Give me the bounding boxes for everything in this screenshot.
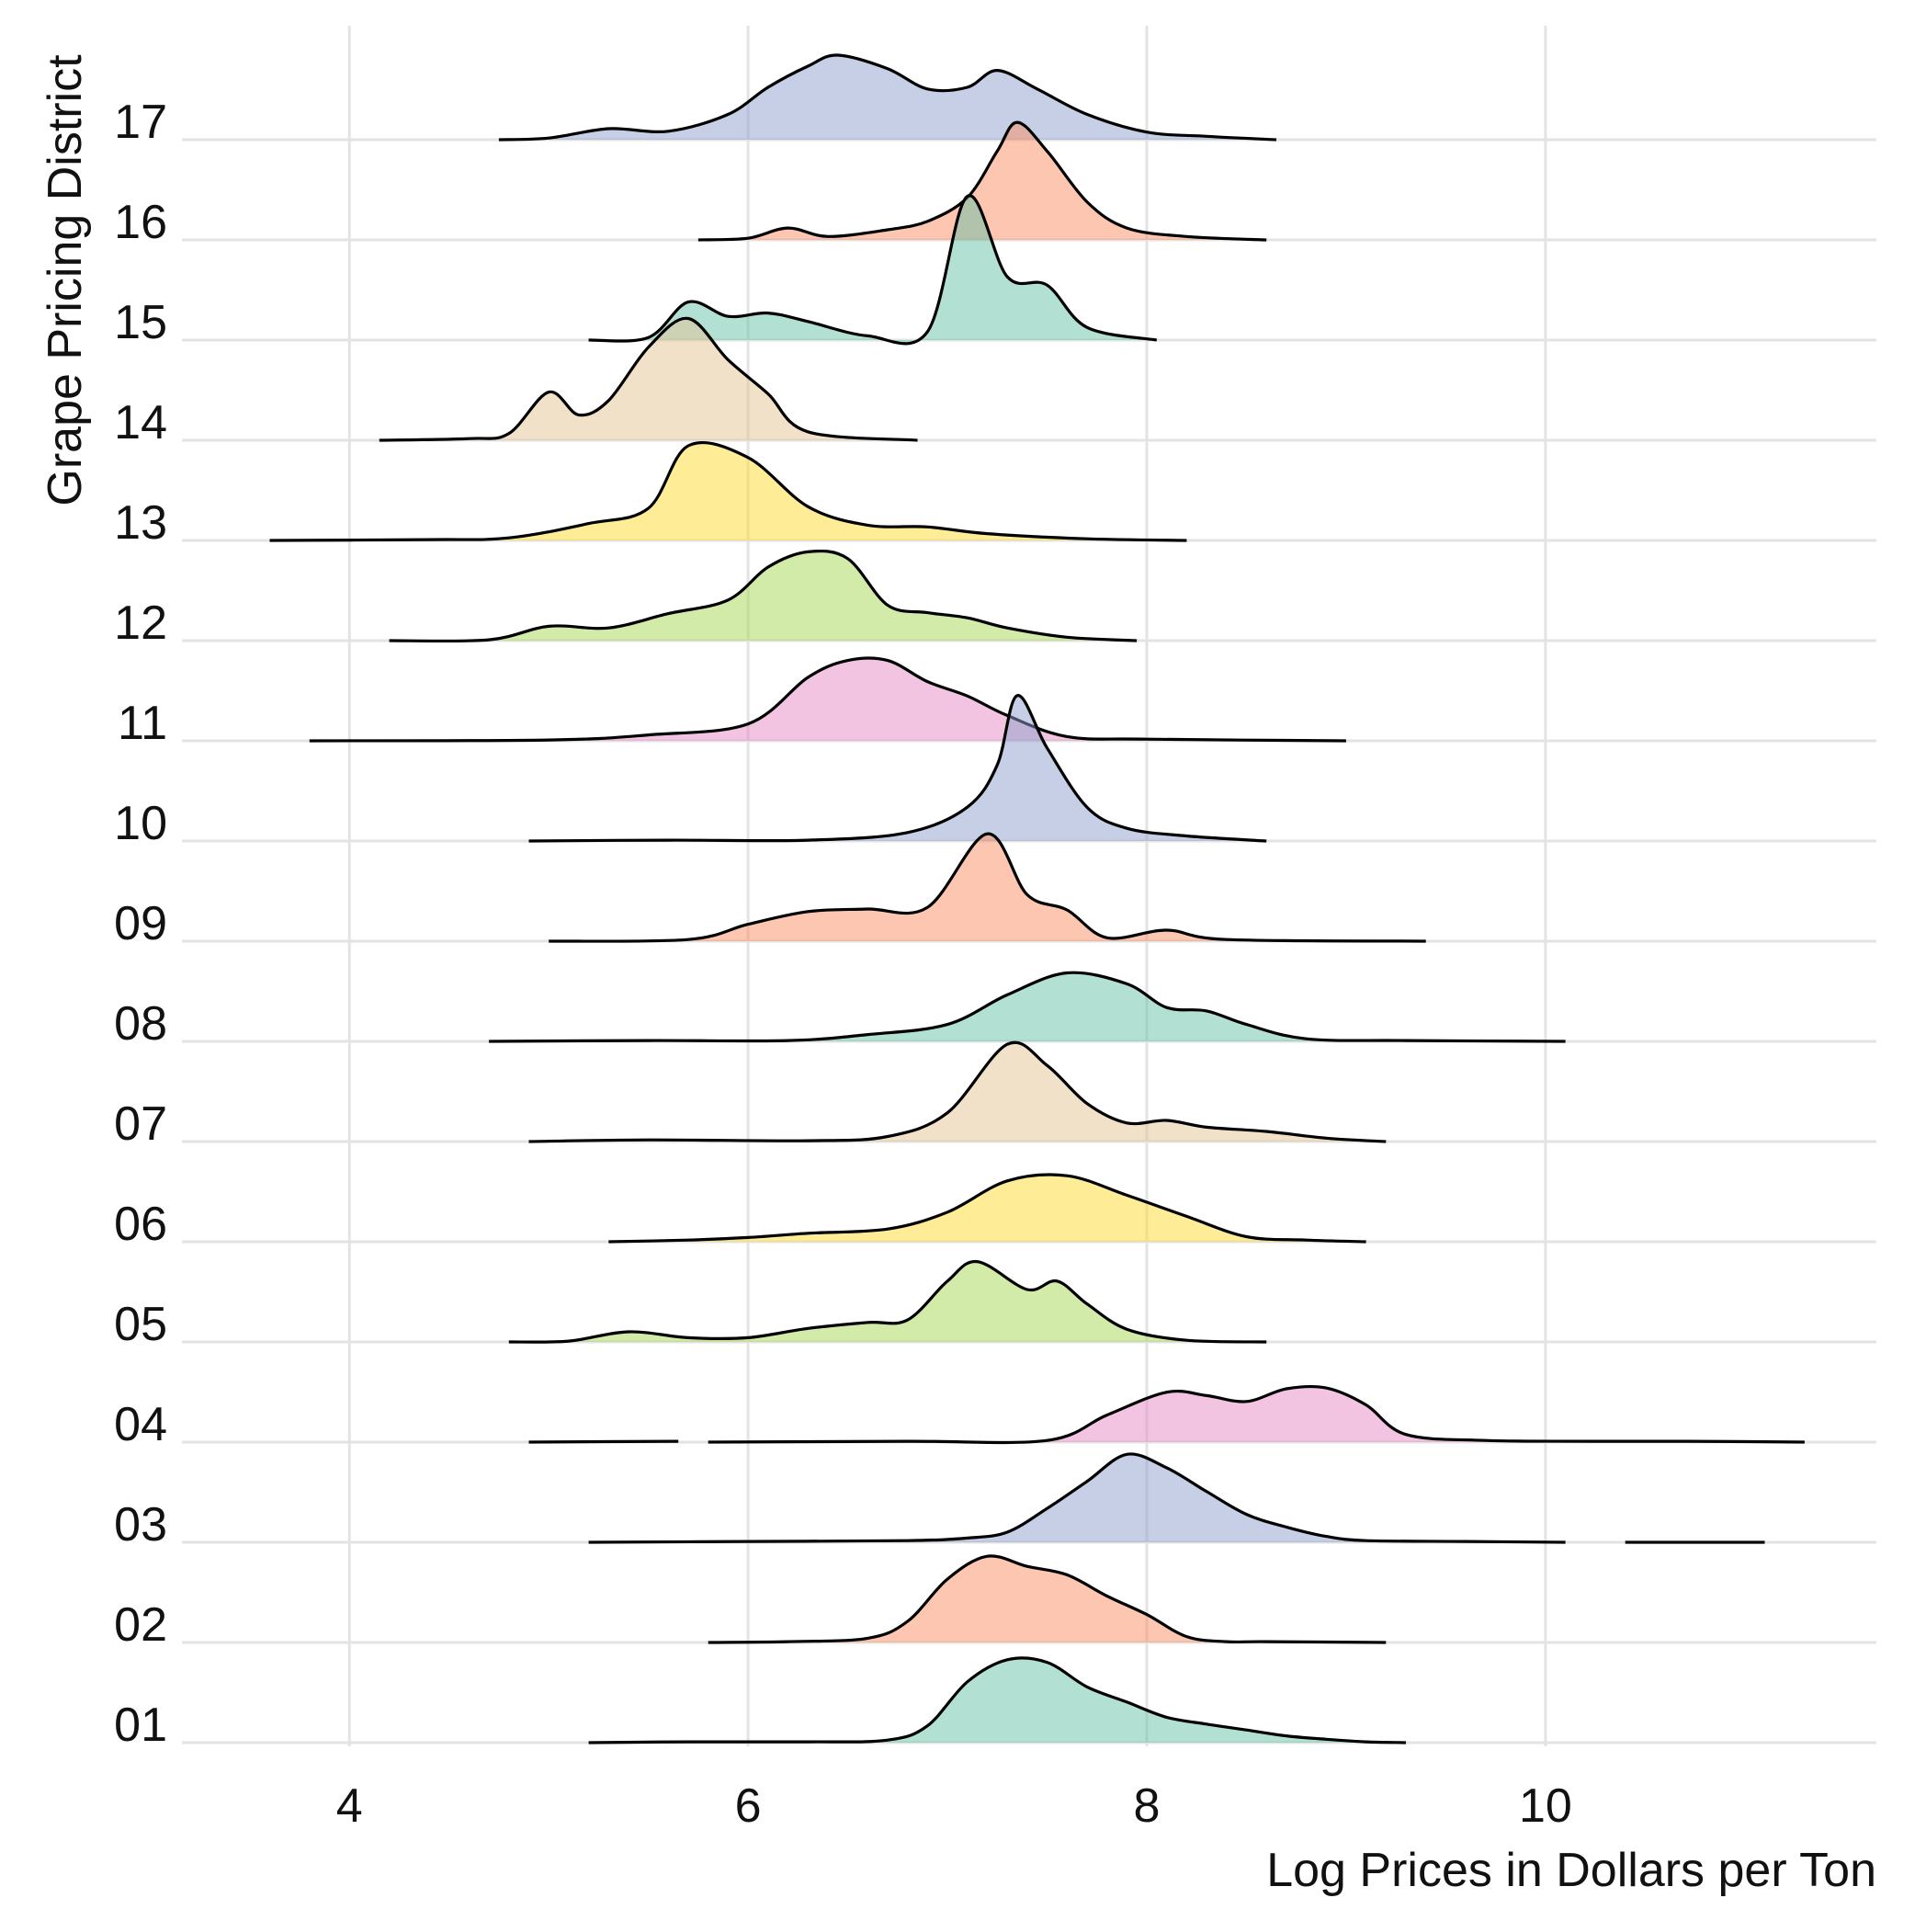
ridge-area (708, 1555, 1387, 1642)
ridge-series-17 (498, 53, 1277, 142)
ridge-line (379, 316, 918, 442)
ridge-area (549, 834, 1426, 942)
ridge-area (309, 658, 1346, 741)
ridge-area (498, 54, 1276, 141)
y-tick-label: 08 (114, 997, 167, 1051)
ridge-area (528, 1042, 1387, 1142)
ridge-line (708, 1554, 1387, 1644)
ridge-area (708, 1386, 1805, 1443)
y-tick-label: 01 (114, 1699, 167, 1752)
ridge-area (389, 551, 1138, 642)
y-tick-label: 03 (114, 1498, 167, 1551)
ridge-series-14 (379, 316, 918, 442)
ridge-series-11 (309, 656, 1346, 743)
ridge-line (528, 694, 1267, 843)
y-tick-label: 14 (114, 396, 167, 449)
y-tick-label: 15 (114, 296, 167, 349)
x-axis-title: Log Prices in Dollars per Ton (1266, 1844, 1876, 1897)
x-tick-label: 8 (1134, 1779, 1161, 1833)
y-tick-label: 13 (114, 496, 167, 550)
ridge-line (508, 1259, 1267, 1344)
ridge-series-10 (528, 694, 1267, 843)
y-tick-label: 02 (114, 1598, 167, 1652)
y-tick-label: 11 (118, 697, 167, 750)
ridge-area (489, 972, 1566, 1041)
ridge-series-07 (528, 1040, 1387, 1143)
ridge-line (498, 53, 1277, 142)
ridge-area (508, 1261, 1267, 1343)
ridge-series-15 (588, 194, 1158, 346)
x-tick-label: 4 (336, 1779, 363, 1833)
ridge-area (269, 442, 1187, 540)
ridge-line (588, 194, 1158, 346)
ridge-area (608, 1175, 1366, 1242)
ridge-area (588, 1657, 1406, 1743)
ridge-area (379, 318, 918, 440)
y-tick-label: 04 (114, 1398, 167, 1451)
ridge-line (608, 1173, 1366, 1244)
ridge-area (528, 695, 1267, 841)
ridge-line (269, 441, 1187, 542)
ridge-line (528, 1439, 679, 1444)
ridge-series-13 (269, 441, 1187, 542)
y-tick-label: 05 (114, 1298, 167, 1351)
label-layer: 4 6 8 10 01 02 03 04 05 06 07 08 09 10 11 12 13 14 15 16 17 (114, 96, 1572, 1833)
x-tick-label: 10 (1519, 1779, 1572, 1833)
y-tick-label: 16 (114, 196, 167, 249)
ridge-line (528, 1040, 1387, 1143)
ridge-series-09 (549, 832, 1426, 943)
ridge-series-02 (708, 1554, 1387, 1644)
ridge-line (489, 971, 1566, 1043)
ridge-series-01 (588, 1656, 1407, 1744)
ridge-series-12 (389, 549, 1138, 643)
ridge-line (708, 1384, 1805, 1445)
ridge-area (588, 195, 1157, 344)
ridge-series-06 (608, 1173, 1366, 1244)
y-tick-label: 09 (114, 897, 167, 950)
ridge-line (588, 1452, 1566, 1544)
ridge-line (697, 120, 1267, 242)
ridge-series-04 (528, 1384, 1805, 1445)
y-axis-title: Grape Pricing District (39, 54, 92, 506)
ridge-series-03 (588, 1452, 1765, 1544)
ridge-line (588, 1656, 1407, 1744)
y-tick-label: 06 (114, 1198, 167, 1251)
ridge-series-16 (697, 120, 1267, 242)
ridge-line (389, 549, 1138, 643)
ridge-series-08 (489, 971, 1566, 1043)
y-tick-label: 07 (114, 1097, 167, 1151)
ridge-area (588, 1453, 1566, 1542)
y-tick-label: 17 (114, 96, 167, 149)
x-tick-label: 6 (735, 1779, 762, 1833)
ridge-line (309, 656, 1346, 743)
ridge-series-05 (508, 1259, 1267, 1344)
y-tick-label: 10 (114, 797, 167, 850)
ridge-area (697, 122, 1267, 240)
ridge-layer (269, 53, 1805, 1744)
y-tick-label: 12 (114, 597, 167, 650)
ridge-line (549, 832, 1426, 943)
